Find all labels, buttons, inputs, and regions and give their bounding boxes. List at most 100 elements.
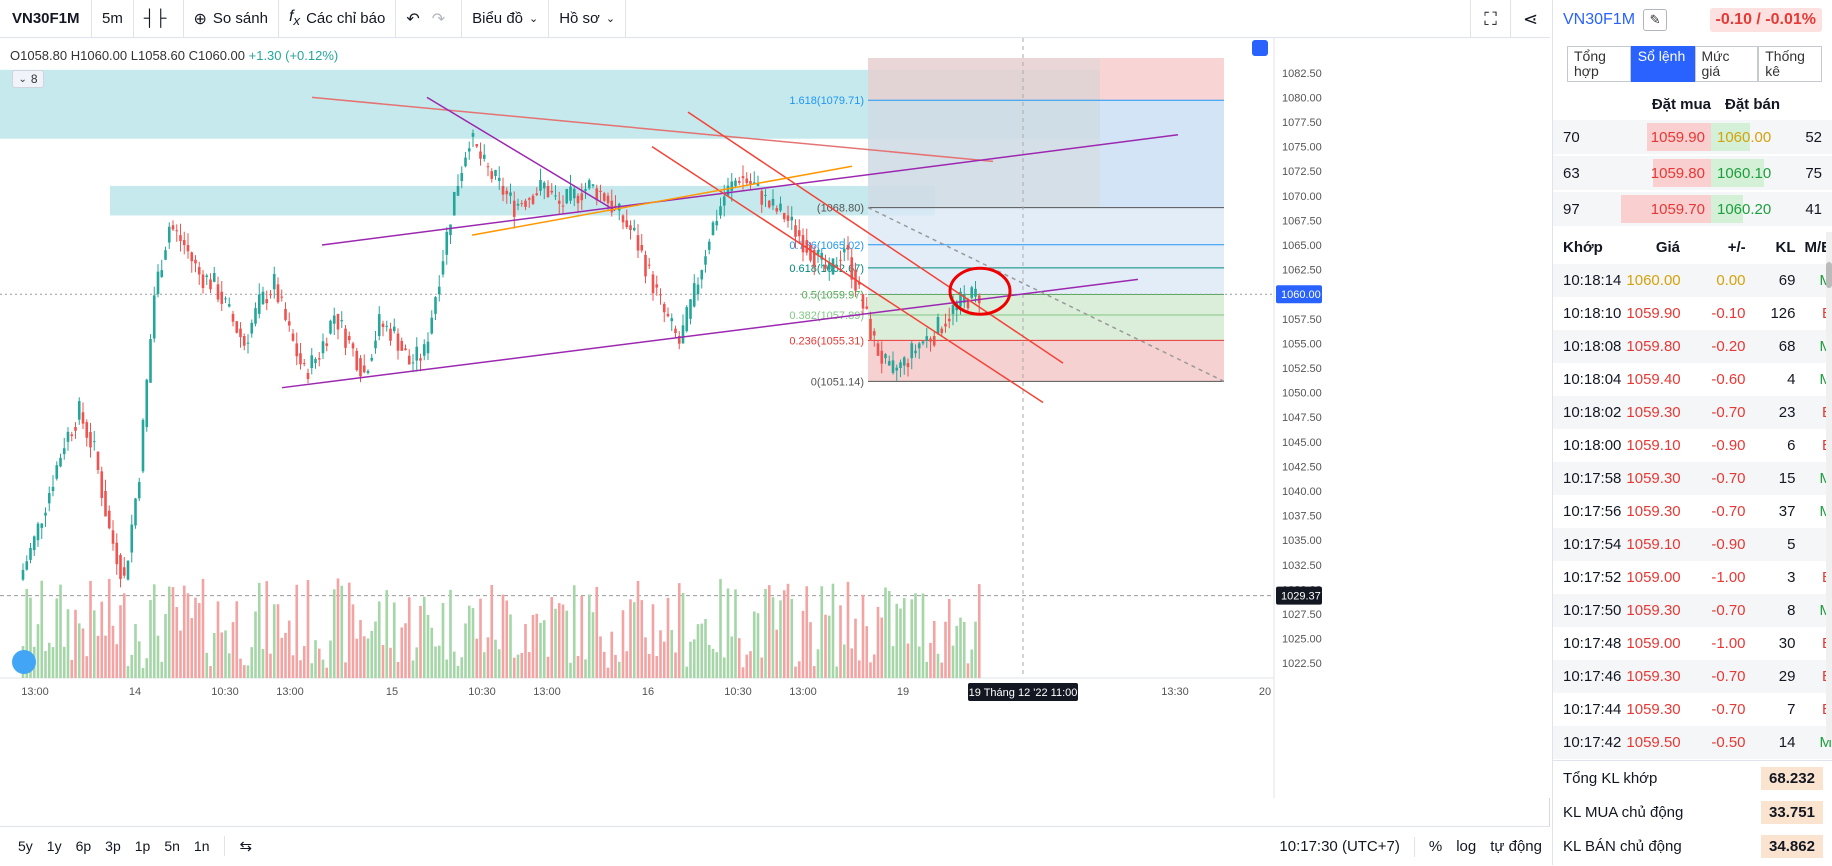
ask-cell[interactable]: 1060.10 xyxy=(1711,159,1781,187)
tab-price-levels[interactable]: Mức giá xyxy=(1694,46,1759,82)
percent-toggle[interactable]: % xyxy=(1428,838,1443,855)
volume-bar xyxy=(865,626,869,678)
compare-button[interactable]: ⊕ So sánh xyxy=(184,0,279,38)
range-1n[interactable]: 1n xyxy=(193,838,210,854)
indicator-legend-toggle[interactable]: ⌄ 8 xyxy=(12,70,44,88)
candle-body xyxy=(790,216,794,221)
bid-cell[interactable]: 1059.80 xyxy=(1605,159,1711,187)
profile-menu-button[interactable]: Hồ sơ ⌄ xyxy=(549,0,627,38)
chart-style-button[interactable]: ┤├ xyxy=(134,0,184,38)
volume-bar xyxy=(959,617,962,678)
candle-body xyxy=(704,256,707,265)
bid-cell[interactable]: 1059.90 xyxy=(1605,123,1711,151)
volume-bar xyxy=(692,639,696,678)
ask-cell[interactable]: 1060.00 xyxy=(1711,123,1781,151)
trade-time: 10:18:04 xyxy=(1563,371,1622,388)
price-chart[interactable]: 1.618(1079.71) (1068.80) 0.786(1065.02) 0.6… xyxy=(0,38,1550,798)
tab-summary[interactable]: Tổng hợp xyxy=(1567,46,1631,82)
volume-bar xyxy=(471,608,475,678)
candle-body xyxy=(899,362,902,368)
bid-cell[interactable]: 1059.70 xyxy=(1605,195,1711,223)
auto-scale-toggle[interactable]: tự động xyxy=(1490,838,1542,855)
volume-bar xyxy=(940,662,944,678)
range-6p[interactable]: 6p xyxy=(75,838,92,854)
fullscreen-button[interactable]: ⛶ xyxy=(1470,0,1510,38)
range-5y[interactable]: 5y xyxy=(18,838,33,854)
indicators-button[interactable]: fx Các chỉ báo xyxy=(279,0,397,38)
time-tick-label: 10:30 xyxy=(468,686,496,698)
volume-bar xyxy=(62,646,66,678)
candle-body xyxy=(764,194,767,196)
symbol-search-button[interactable]: VN30F1M xyxy=(0,0,92,38)
range-3p[interactable]: 3p xyxy=(105,838,121,854)
trades-list[interactable]: 10:18:141060.000.0069M10:18:101059.90-0.… xyxy=(1553,264,1832,759)
trade-time: 10:17:54 xyxy=(1563,536,1622,553)
scroll-thumb[interactable] xyxy=(1826,262,1832,288)
orderbook-row[interactable]: 63 1059.80 1060.10 75 xyxy=(1553,156,1832,190)
col-volume: KL xyxy=(1775,238,1796,256)
candle-body xyxy=(149,339,152,383)
candle-body xyxy=(239,328,242,338)
chart-menu-label: Biểu đồ xyxy=(472,10,523,27)
redo-icon[interactable]: ↷ xyxy=(431,10,446,28)
indicator-count: 8 xyxy=(30,72,38,86)
orderbook-row[interactable]: 70 1059.90 1060.00 52 xyxy=(1553,120,1832,154)
trade-row[interactable]: 10:17:54 1059.10 -0.90 5 xyxy=(1553,528,1832,561)
tab-statistics[interactable]: Thống kê xyxy=(1758,46,1822,82)
chart-plot-area[interactable]: 1.618(1079.71) (1068.80) 0.786(1065.02) 0.6… xyxy=(0,38,1550,798)
candle-body xyxy=(966,299,970,309)
log-toggle[interactable]: log xyxy=(1456,838,1477,855)
volume-bar xyxy=(299,660,302,678)
orderbook-row[interactable]: 97 1059.70 1060.20 41 xyxy=(1553,192,1832,226)
trades-scrollbar[interactable] xyxy=(1826,232,1832,740)
indicators-label: Các chỉ báo xyxy=(306,10,386,27)
candle-body xyxy=(640,244,644,251)
divider xyxy=(224,836,226,856)
range-1p[interactable]: 1p xyxy=(134,838,151,854)
candle-body xyxy=(59,457,62,467)
volume-summary: Tổng KL khớp 68.232 KL MUA chủ động 33.751… xyxy=(1553,760,1832,863)
edit-symbol-button[interactable]: ✎ xyxy=(1643,9,1668,31)
trade-time: 10:17:42 xyxy=(1563,734,1622,751)
volume-bar xyxy=(475,638,479,678)
candle-body xyxy=(707,241,711,250)
candle-body xyxy=(632,227,636,231)
ask-depth-bar xyxy=(1711,195,1743,223)
share-button[interactable]: ⋖ xyxy=(1510,0,1550,38)
chart-menu-button[interactable]: Biểu đồ ⌄ xyxy=(462,0,550,38)
tab-orderbook[interactable]: Sổ lệnh xyxy=(1630,46,1695,82)
volume-bar xyxy=(617,661,621,678)
summary-sell: KL BÁN chủ động 34.862 xyxy=(1553,829,1832,863)
interval-button[interactable]: 5m xyxy=(92,0,134,38)
date-range-icon[interactable]: ⇆ xyxy=(239,838,253,855)
candle-body xyxy=(284,308,287,320)
candle-body xyxy=(599,190,602,192)
candle-body xyxy=(951,305,955,314)
candle-body xyxy=(449,224,452,236)
volume-bar xyxy=(869,662,872,678)
volume-bar xyxy=(734,589,737,678)
candle-body xyxy=(190,252,194,262)
volume-bar xyxy=(576,655,580,678)
undo-button[interactable]: ↶ ↷ xyxy=(396,0,463,38)
range-1y[interactable]: 1y xyxy=(46,838,62,854)
range-5n[interactable]: 5n xyxy=(164,838,180,854)
candle-body xyxy=(317,358,321,360)
trade-row[interactable]: 10:17:42 1059.50 -0.50 14 M xyxy=(1553,726,1832,759)
candle-body xyxy=(426,341,430,354)
ask-cell[interactable]: 1060.20 xyxy=(1711,195,1781,223)
side-symbol[interactable]: VN30F1M xyxy=(1563,11,1636,28)
